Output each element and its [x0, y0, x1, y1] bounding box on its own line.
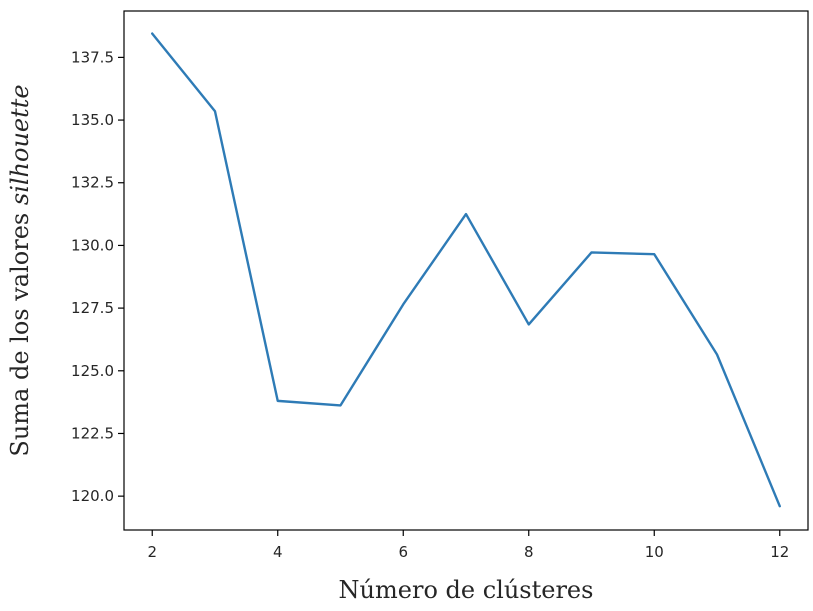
- x-tick-label: 12: [770, 543, 789, 561]
- x-axis-title: Número de clústeres: [339, 576, 594, 604]
- y-axis-title-emphasis: silhouette: [6, 84, 34, 205]
- y-axis-title: Suma de los valores silhouette: [6, 84, 34, 456]
- x-tick-label: 6: [398, 543, 408, 561]
- series-line: [151, 32, 781, 508]
- y-tick-label: 137.5: [71, 48, 114, 66]
- y-axis-ticks: 120.0 122.5 125.0 127.5 130.0 132.5 135.0 137.5: [71, 48, 124, 505]
- x-axis-ticks: 2 4 6 8 10 12: [147, 530, 789, 561]
- y-tick-label: 122.5: [71, 424, 114, 442]
- y-tick-label: 130.0: [71, 236, 114, 254]
- y-tick-label: 135.0: [71, 111, 114, 129]
- x-tick-label: 2: [147, 543, 157, 561]
- y-tick-label: 125.0: [71, 362, 114, 380]
- x-tick-label: 8: [524, 543, 534, 561]
- y-tick-label: 132.5: [71, 174, 114, 192]
- y-axis-title-prefix: Suma de los valores: [6, 205, 34, 456]
- y-tick-label: 127.5: [71, 299, 114, 317]
- y-tick-label: 120.0: [71, 487, 114, 505]
- x-tick-label: 10: [645, 543, 664, 561]
- x-tick-label: 4: [273, 543, 283, 561]
- plot-frame: [123, 10, 809, 531]
- series-layer: [151, 32, 781, 508]
